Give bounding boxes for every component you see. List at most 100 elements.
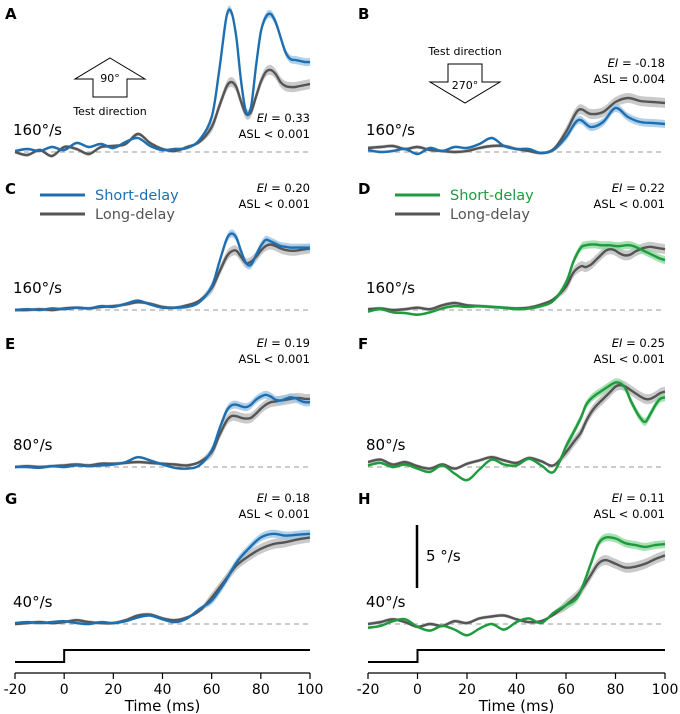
panel-F: F 80°/s EI = 0.25 ASL < 0.001 <box>358 335 666 482</box>
series-short-H <box>367 535 666 637</box>
band-long-E <box>15 393 310 469</box>
ei-value-H: = 0.11 <box>622 491 665 505</box>
band-long-C <box>15 239 310 312</box>
ei-value-E: = 0.19 <box>267 336 310 350</box>
panels: A 160°/s EI = 0.33 ASL < 0.001 B 160°/s EI = -… <box>5 5 666 637</box>
asl-stat-D: ASL < 0.001 <box>594 197 665 211</box>
series-short-E <box>14 393 311 470</box>
arrow-down-angle: 270° <box>452 79 479 92</box>
band-long-D <box>368 241 665 312</box>
panel-E: E 80°/s EI = 0.19 ASL < 0.001 <box>5 335 311 471</box>
ei-stat-F: EI = 0.25 <box>612 336 665 350</box>
legend-right: Short-delay Long-delay <box>395 188 534 223</box>
series-short-C <box>14 232 310 312</box>
ei-stat-H: EI = 0.11 <box>612 491 665 505</box>
ei-stat-E: EI = 0.19 <box>257 336 310 350</box>
panel-C: C 160°/s EI = 0.20 ASL < 0.001 <box>5 180 311 312</box>
asl-stat-H: ASL < 0.001 <box>594 507 665 521</box>
speed-label-D: 160°/s <box>366 279 415 297</box>
arrow-up-shape <box>73 57 147 98</box>
panel-G: G 40°/s EI = 0.18 ASL < 0.001 <box>5 490 311 626</box>
arrow-down-caption: Test direction <box>427 45 501 58</box>
panel-letter-C: C <box>5 180 16 198</box>
x-tick-label: 40 <box>154 682 172 698</box>
x-tick-label: 40 <box>508 682 526 698</box>
asl-stat-A: ASL < 0.001 <box>239 127 310 141</box>
series-long-D <box>367 245 666 312</box>
speed-label-F: 80°/s <box>366 436 406 454</box>
speed-label-C: 160°/s <box>13 279 62 297</box>
speed-label-A: 160°/s <box>13 121 62 139</box>
ei-value-B: = -0.18 <box>618 56 665 70</box>
arrow-up-angle: 90° <box>100 72 120 85</box>
x-tick-label: 0 <box>60 682 69 698</box>
x-tick-label: -20 <box>357 682 380 698</box>
x-tick-label: 80 <box>607 682 625 698</box>
panel-letter-E: E <box>5 335 15 353</box>
x-axis-label-0: Time (ms) <box>124 697 201 714</box>
series-long-H <box>367 554 666 629</box>
ei-stat-C: EI = 0.20 <box>257 181 310 195</box>
panel-letter-G: G <box>5 490 17 508</box>
series-long-A <box>14 68 311 158</box>
panel-letter-H: H <box>358 490 371 508</box>
ei-value-F: = 0.25 <box>622 336 665 350</box>
x-tick-label: 100 <box>297 682 324 698</box>
ei-label-F: EI <box>612 336 623 350</box>
asl-stat-B: ASL = 0.004 <box>594 72 665 86</box>
ei-label-E: EI <box>257 336 268 350</box>
legend-short-label-left: Short-delay <box>95 188 179 204</box>
x-tick-label: 20 <box>104 682 122 698</box>
x-tick-label: -20 <box>4 682 27 698</box>
series-short-A <box>14 8 311 153</box>
ei-label-D: EI <box>612 181 623 195</box>
arrow-up-caption: Test direction <box>72 105 146 118</box>
panel-H: H 40°/s EI = 0.11 ASL < 0.001 <box>358 490 666 637</box>
ei-label-H: EI <box>612 491 623 505</box>
asl-stat-C: ASL < 0.001 <box>239 197 310 211</box>
arrow-down-icon: Test direction 270° <box>427 45 502 104</box>
ei-value-G: = 0.18 <box>267 491 310 505</box>
series-short-D <box>367 243 666 316</box>
x-tick-label: 100 <box>652 682 679 698</box>
ei-label-C: EI <box>257 181 268 195</box>
ei-stat-D: EI = 0.22 <box>612 181 665 195</box>
asl-stat-E: ASL < 0.001 <box>239 352 310 366</box>
ei-stat-B: EI = -0.18 <box>608 56 665 70</box>
speed-label-B: 160°/s <box>366 121 415 139</box>
band-short-E <box>15 390 310 471</box>
band-short-H <box>368 533 665 637</box>
panel-letter-D: D <box>358 180 370 198</box>
ei-label-A: EI <box>257 111 268 125</box>
legend-long-label-right: Long-delay <box>450 207 530 223</box>
ei-value-D: = 0.22 <box>622 181 665 195</box>
series-long-C <box>14 243 311 312</box>
x-tick-label: 60 <box>203 682 221 698</box>
panel-B: B 160°/s EI = -0.18 ASL = 0.004 <box>358 5 666 156</box>
ei-value-A: = 0.33 <box>267 111 310 125</box>
band-long-H <box>368 550 665 629</box>
speed-label-H: 40°/s <box>366 593 406 611</box>
panel-A: A 160°/s EI = 0.33 ASL < 0.001 <box>5 5 311 158</box>
x-axis-right: -20 0 20 40 60 80 100 Time (ms) <box>357 649 679 714</box>
panel-letter-F: F <box>358 335 368 353</box>
arrow-down-shape <box>428 63 502 104</box>
asl-stat-G: ASL < 0.001 <box>239 507 310 521</box>
panel-letter-B: B <box>358 5 369 23</box>
scale-bar: 5 °/s <box>415 525 461 588</box>
legend-long-label-left: Long-delay <box>95 207 175 223</box>
ei-label-B: EI <box>608 56 619 70</box>
speed-label-E: 80°/s <box>13 436 53 454</box>
scale-bar-label: 5 °/s <box>426 547 461 565</box>
x-tick-label: 20 <box>458 682 476 698</box>
legend-short-label-right: Short-delay <box>450 188 534 204</box>
series-long-F <box>367 383 666 470</box>
ei-stat-G: EI = 0.18 <box>257 491 310 505</box>
ei-stat-A: EI = 0.33 <box>257 111 310 125</box>
x-tick-label: 0 <box>413 682 422 698</box>
speed-label-G: 40°/s <box>13 593 53 611</box>
asl-stat-F: ASL < 0.001 <box>594 352 665 366</box>
x-tick-label: 80 <box>252 682 270 698</box>
axes: -20 0 20 40 60 80 100 Time (ms) -20 0 20 40 60 80 100 T… <box>4 649 679 714</box>
